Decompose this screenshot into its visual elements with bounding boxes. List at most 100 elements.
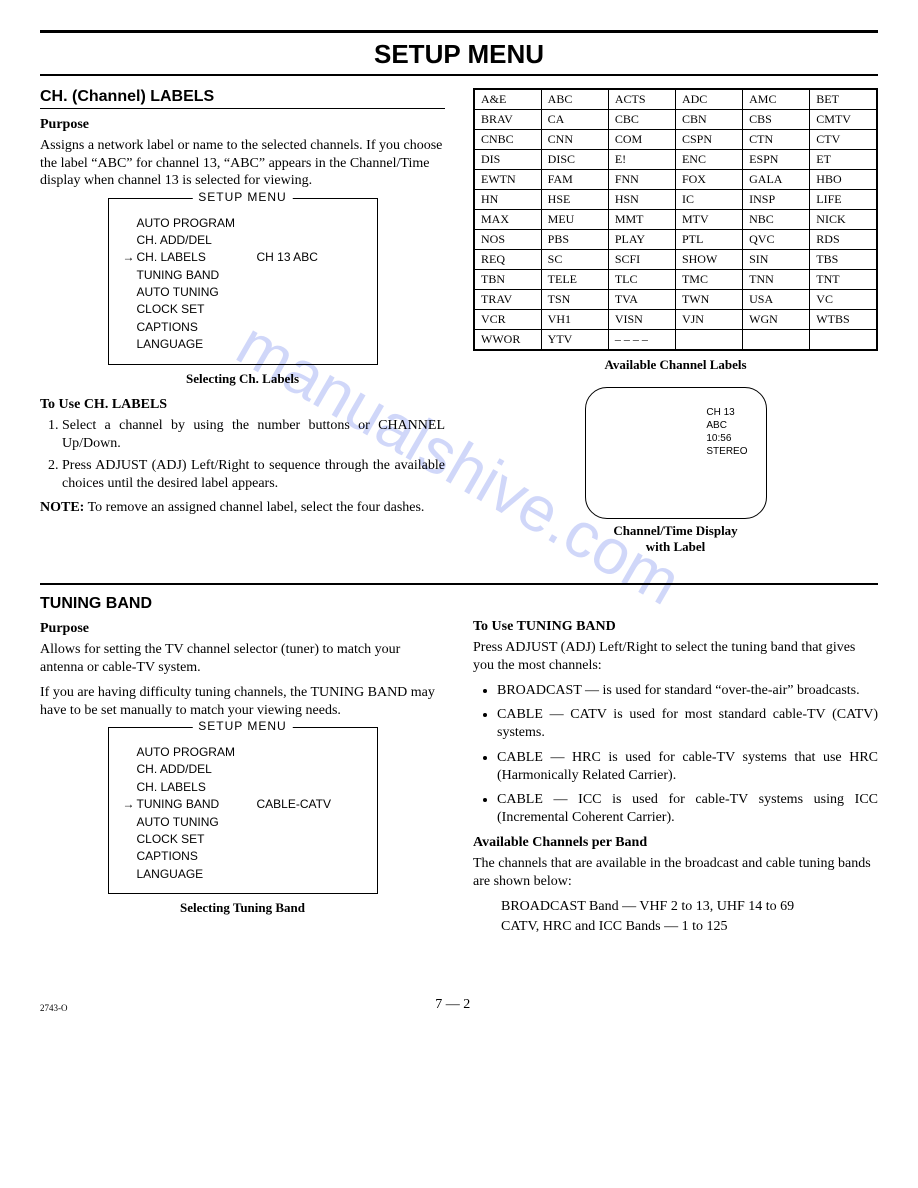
table-cell: PTL [675,230,742,250]
purpose-label: Purpose [40,117,445,133]
menu-row: CLOCK SET [123,301,363,318]
menu-row: →TUNING BANDCABLE-CATV [123,796,363,813]
tuning-band-heading: TUNING BAND [40,595,445,613]
table-cell: TRAV [474,290,541,310]
menu-item-value [257,336,363,353]
tv-display-wrap: CH 13ABC10:56STEREO Channel/Time Display… [473,387,878,565]
menu-arrow [123,779,137,796]
table-cell: HN [474,190,541,210]
table-cell: TWN [675,290,742,310]
avail-line: CATV, HRC and ICC Bands — 1 to 125 [501,918,878,936]
menu-row: AUTO PROGRAM [123,744,363,761]
menu-item-label: CAPTIONS [137,848,257,865]
table-cell: AMC [743,89,810,110]
menu-items-2: AUTO PROGRAMCH. ADD/DELCH. LABELS→TUNING… [123,744,363,883]
table-cell: NOS [474,230,541,250]
table-row: TBNTELETLCTMCTNNTNT [474,270,877,290]
menu-row: TUNING BAND [123,267,363,284]
table-row: TRAVTSNTVATWNUSAVC [474,290,877,310]
tuning-use-intro: Press ADJUST (ADJ) Left/Right to select … [473,639,878,674]
table-cell: FOX [675,170,742,190]
table-cell: VCR [474,310,541,330]
setup-menu-box-1: SETUP MENU AUTO PROGRAMCH. ADD/DEL→CH. L… [108,198,378,365]
menu-item-value [257,284,363,301]
table-cell: DIS [474,150,541,170]
menu-item-value [257,267,363,284]
menu-item-value [257,848,363,865]
ch-labels-right-column: A&EABCACTSADCAMCBETBRAVCACBCCBNCBSCMTVCN… [473,88,878,565]
menu-row: →CH. LABELSCH 13 ABC [123,249,363,266]
title-underline [40,74,878,76]
table-cell: HBO [810,170,877,190]
menu2-caption: Selecting Tuning Band [40,900,445,916]
step-item: Press ADJUST (ADJ) Left/Right to sequenc… [62,457,445,493]
tv-caption-1: Channel/Time Display [613,523,737,539]
table-row: REQSCSCFISHOWSINTBS [474,250,877,270]
use-ch-labels-heading: To Use CH. LABELS [40,397,445,413]
table-cell: PBS [541,230,608,250]
table-cell: NBC [743,210,810,230]
table-row: BRAVCACBCCBNCBSCMTV [474,110,877,130]
table-cell: MTV [675,210,742,230]
menu-item-label: CH. LABELS [137,779,257,796]
section-tuning-band: TUNING BAND Purpose Allows for setting t… [40,595,878,937]
menu-item-label: AUTO PROGRAM [137,744,257,761]
table-cell: CNN [541,130,608,150]
menu-item-label: AUTO TUNING [137,814,257,831]
doc-id: 2743-O [40,1003,68,1013]
table-cell: TBN [474,270,541,290]
menu-item-label: CLOCK SET [137,301,257,318]
menu-item-value [257,232,363,249]
table-cell: CTN [743,130,810,150]
menu-item-label: AUTO TUNING [137,284,257,301]
table-cell: MEU [541,210,608,230]
table-cell: VC [810,290,877,310]
table-cell: IC [675,190,742,210]
table-cell: COM [608,130,675,150]
avail-channels-lines: BROADCAST Band — VHF 2 to 13, UHF 14 to … [501,898,878,935]
menu-row: CH. ADD/DEL [123,761,363,778]
table-cell: CBN [675,110,742,130]
table-cell: FAM [541,170,608,190]
menu-row: CAPTIONS [123,848,363,865]
menu-arrow [123,319,137,336]
table-cell: ESPN [743,150,810,170]
table-row: MAXMEUMMTMTVNBCNICK [474,210,877,230]
tv-screen: CH 13ABC10:56STEREO [585,387,767,519]
menu-arrow [123,848,137,865]
table-cell: MAX [474,210,541,230]
menu-item-value [257,301,363,318]
step-item: Select a channel by using the number but… [62,417,445,453]
table-cell: TNT [810,270,877,290]
bullet-item: CABLE — ICC is used for cable-TV systems… [497,791,878,827]
table-cell: QVC [743,230,810,250]
table-cell: TNN [743,270,810,290]
menu-arrow: → [123,249,137,266]
tuning-purpose-p2: If you are having difficulty tuning chan… [40,684,445,719]
section-divider [40,583,878,585]
page-title: SETUP MENU [40,39,878,70]
table-cell: SHOW [675,250,742,270]
menu-row: AUTO TUNING [123,814,363,831]
table-cell [675,330,742,351]
osd-line: ABC [706,419,747,432]
menu-item-value [257,866,363,883]
menu-row: CAPTIONS [123,319,363,336]
table-row: DISDISCE!ENCESPNET [474,150,877,170]
menu-arrow [123,336,137,353]
table-cell: TBS [810,250,877,270]
table-cell: CA [541,110,608,130]
table-cell: TSN [541,290,608,310]
menu-item-label: TUNING BAND [137,796,257,813]
table-cell: HSE [541,190,608,210]
table-cell: CTV [810,130,877,150]
menu-item-label: AUTO PROGRAM [137,215,257,232]
table-cell: GALA [743,170,810,190]
use-tuning-heading: To Use TUNING BAND [473,619,878,635]
table-cell: NICK [810,210,877,230]
menu-item-label: LANGUAGE [137,866,257,883]
table-cell: RDS [810,230,877,250]
table-cell: A&E [474,89,541,110]
menu-legend: SETUP MENU [192,190,292,204]
avail-line: BROADCAST Band — VHF 2 to 13, UHF 14 to … [501,898,878,916]
